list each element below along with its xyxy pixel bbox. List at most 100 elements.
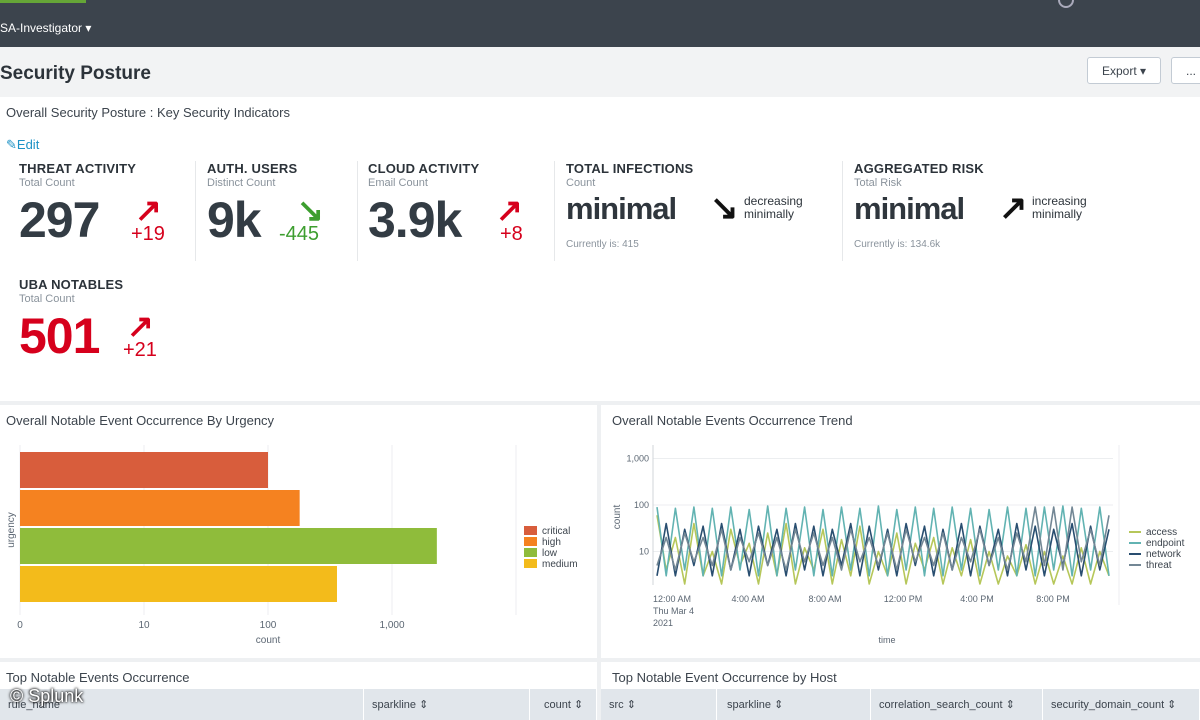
kpi-title: TOTAL INFECTIONS [566,161,694,176]
x-tick-label: 8:00 AM [808,594,841,604]
right-table-header: src ⇕ sparkline ⇕ correlation_search_cou… [601,689,1200,720]
legend-label-high: high [542,537,561,548]
column-header-correlation-search-count[interactable]: correlation_search_count ⇕ [871,689,1043,720]
panel-title: Overall Notable Events Occurrence Trend [612,413,853,428]
app-menu[interactable]: SA-Investigator ▾ [0,21,92,35]
panel-title: Top Notable Events Occurrence [6,670,190,685]
y-tick-label: 100 [634,500,649,510]
pencil-icon: ✎ [6,137,17,152]
bar-critical [20,452,268,488]
series-line-access [656,515,1110,585]
column-header-src[interactable]: src ⇕ [601,689,717,720]
kpi-title: CLOUD ACTIVITY [368,161,480,176]
panel-title: Overall Security Posture : Key Security … [6,105,290,120]
kpi-aggregated-risk[interactable]: AGGREGATED RISK Total Risk minimal ↗ inc… [854,161,1134,271]
panel-title: Overall Notable Event Occurrence By Urge… [6,413,275,428]
top-navigation-bar: SA-Investigator ▾ [0,0,1200,47]
legend-label-low: low [542,548,558,559]
active-app-indicator [0,0,86,3]
x-tick-label: 2021 [653,618,673,628]
column-header-sparkline[interactable]: sparkline ⇕ [717,689,871,720]
column-header-security-domain-count[interactable]: security_domain_count ⇕ [1043,689,1200,720]
y-axis-label: count [612,505,623,530]
kpi-value: 3.9k [368,192,462,248]
x-axis-label: time [878,635,895,645]
trend-line: decreasing [744,194,803,208]
kpi-title: AUTH. USERS [207,161,298,176]
edit-link[interactable]: ✎Edit [6,137,39,153]
x-tick-label: 100 [260,620,277,631]
kpi-auth-users[interactable]: AUTH. USERS Distinct Count 9k ↘ -445 [207,161,357,271]
arrow-up-right-icon: ↗ [496,192,523,228]
kpi-delta: +21 [123,339,157,361]
kpi-divider [195,161,196,261]
kpi-current-value: Currently is: 415 [566,239,639,250]
kpi-divider [842,161,843,261]
x-tick-label: 8:00 PM [1036,594,1070,604]
kpi-divider [554,161,555,261]
kpi-cloud-activity[interactable]: CLOUD ACTIVITY Email Count 3.9k ↗ +8 [368,161,548,271]
series-line-endpoint [656,505,1110,577]
trend-line-chart-panel: Overall Notable Events Occurrence Trend … [601,405,1200,658]
dashboard-title-bar: Security Posture Export ▾ ... [0,47,1200,97]
kpi-trend-text: increasing minimally [1032,195,1087,221]
kpi-delta: -445 [279,223,320,245]
kpi-delta: +19 [131,223,165,245]
arrow-up-right-icon: ↗ [127,308,154,344]
column-header-count[interactable]: count ⇕ [530,689,597,720]
legend-label-medium: medium [542,559,578,570]
urgency-bar-chart-panel: Overall Notable Event Occurrence By Urge… [0,405,597,658]
kpi-subtitle: Total Count [19,293,75,305]
kpi-delta: +8 [500,223,523,245]
bar-high [20,490,300,526]
kpi-title: UBA NOTABLES [19,277,124,292]
x-tick-label: 1,000 [379,620,404,631]
kpi-threat-activity[interactable]: THREAT ACTIVITY Total Count 297 ↗ +19 [19,161,189,271]
arrow-down-right-icon: ↘ [297,192,324,228]
kpi-title: THREAT ACTIVITY [19,161,137,176]
x-tick-label: Thu Mar 4 [653,606,694,616]
export-button[interactable]: Export ▾ [1087,57,1161,84]
x-tick-label: 10 [138,620,150,631]
legend-swatch-high [524,537,537,546]
legend-label-threat: threat [1146,560,1172,571]
urgency-bar-chart: 0 10 100 1,000 count urgency criticalhighlowme… [6,445,578,646]
column-header-rule-name[interactable]: rule_name [0,689,364,720]
x-tick-label: 12:00 AM [653,594,691,604]
legend-swatch-medium [524,559,537,568]
x-tick-label: 12:00 PM [884,594,923,604]
legend-label-critical: critical [542,526,570,537]
panel-title: Top Notable Event Occurrence by Host [612,670,837,685]
edit-label: Edit [16,137,40,152]
bar-low [20,528,437,564]
y-axis-label: urgency [6,512,17,548]
kpi-value: 297 [19,192,100,248]
y-tick-label: 1,000 [626,454,649,464]
kpi-subtitle: Distinct Count [207,177,276,189]
kpi-value: minimal [854,191,965,226]
legend-label-access: access [1146,527,1177,538]
copyright-watermark: © Splunk [10,686,84,706]
legend-label-endpoint: endpoint [1146,538,1185,549]
kpi-uba-notables[interactable]: UBA NOTABLES Total Count 501 ↗ +21 [19,277,189,387]
legend-label-network: network [1146,549,1182,560]
bar-medium [20,566,337,602]
kpi-value: 501 [19,308,100,364]
trend-line: increasing [1032,194,1087,208]
arrow-down-right-icon: ↘ [710,189,739,227]
trend-line: minimally [744,207,795,221]
kpi-divider [357,161,358,261]
kpi-value: minimal [566,191,677,226]
arrow-up-right-icon: ↗ [999,189,1028,227]
kpi-current-value: Currently is: 134.6k [854,239,941,250]
user-icon[interactable] [1058,0,1074,8]
kpi-total-infections[interactable]: TOTAL INFECTIONS Count minimal ↘ decreas… [566,161,836,271]
trend-line: minimally [1032,207,1083,221]
x-tick-label: 0 [17,620,23,631]
more-actions-button[interactable]: ... [1171,57,1200,84]
kpi-subtitle: Total Risk [854,177,902,189]
kpi-subtitle: Total Count [19,177,75,189]
column-header-sparkline[interactable]: sparkline ⇕ [364,689,530,720]
kpi-value: 9k [207,192,262,248]
legend-swatch-low [524,548,537,557]
